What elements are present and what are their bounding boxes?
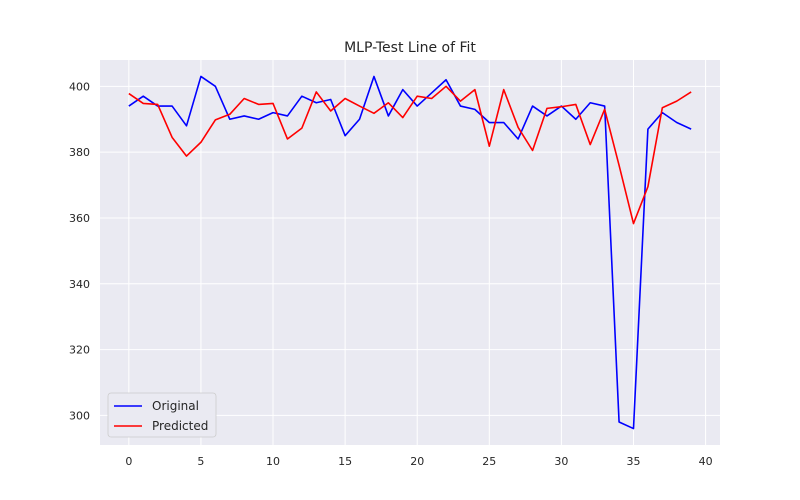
- x-tick-label: 0: [125, 455, 132, 468]
- grid: [100, 60, 720, 445]
- y-tick-label: 360: [69, 212, 90, 225]
- y-tick-label: 400: [69, 80, 90, 93]
- chart-title: MLP-Test Line of Fit: [344, 40, 476, 56]
- y-tick-label: 300: [69, 409, 90, 422]
- y-tick-label: 340: [69, 278, 90, 291]
- series-line-original: [128, 75, 692, 430]
- y-tick-label: 320: [69, 344, 90, 357]
- legend: Original Predicted: [107, 392, 217, 438]
- x-tick-label: 5: [197, 455, 204, 468]
- x-tick-label: 40: [699, 455, 713, 468]
- tick-labels: 0 5 10 15 20 25 30 35 40 300 320 340 360 380 400: [69, 80, 713, 468]
- x-tick-label: 35: [626, 455, 640, 468]
- plot-area: [100, 60, 720, 445]
- x-tick-label: 20: [410, 455, 424, 468]
- series-line-predicted: [128, 85, 692, 225]
- y-tick-label: 380: [69, 146, 90, 159]
- legend-label-predicted: Predicted: [152, 419, 208, 433]
- x-tick-label: 30: [554, 455, 568, 468]
- x-tick-label: 15: [338, 455, 352, 468]
- legend-label-original: Original: [152, 399, 199, 413]
- series-layer: [128, 75, 692, 430]
- x-tick-label: 25: [482, 455, 496, 468]
- x-tick-label: 10: [266, 455, 280, 468]
